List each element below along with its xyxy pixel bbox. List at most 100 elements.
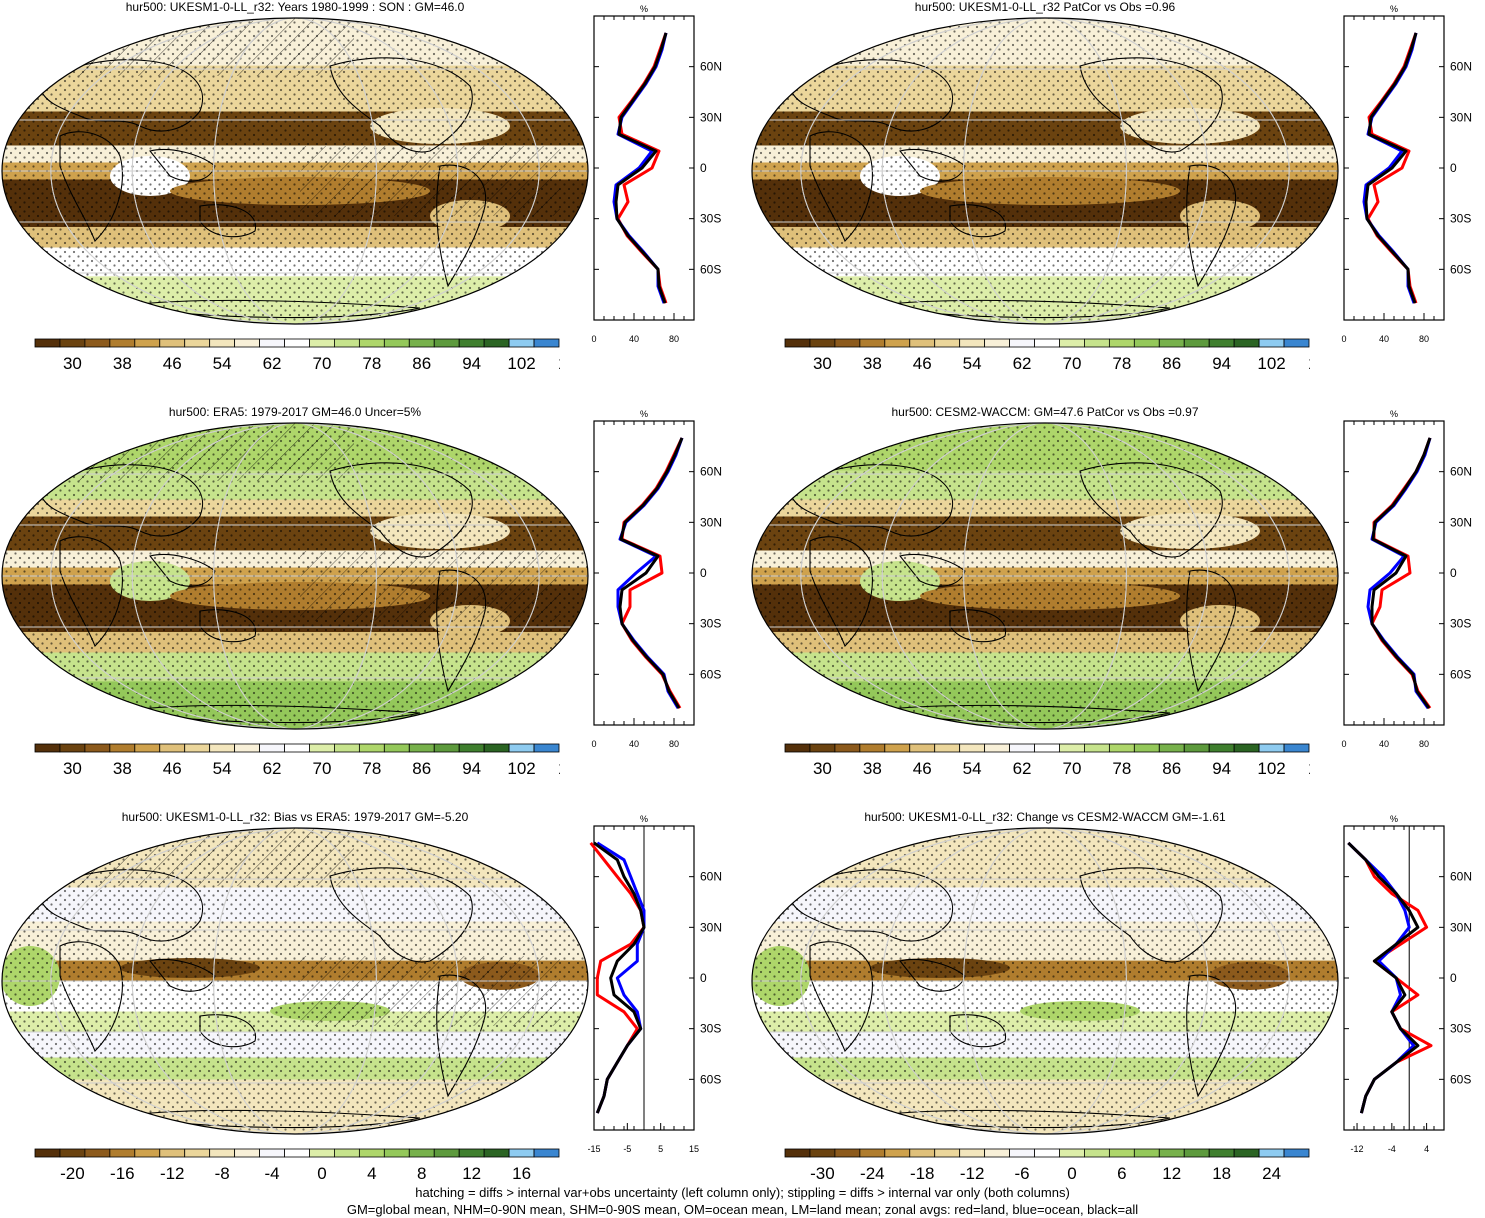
colorbar-label: 46 xyxy=(163,759,182,778)
panel-title: hur500: CESM2-WACCM: GM=47.6 PatCor vs O… xyxy=(891,405,1199,419)
zonal-mean-plot: % 60N 30N 0 30S 60S 0 40 80 xyxy=(1341,4,1472,344)
continent-outline xyxy=(1186,164,1237,288)
zonal-mean-plot: % 60N 30N 0 30S 60S 0 40 80 xyxy=(591,409,722,749)
zonal-unit-label: % xyxy=(640,409,648,419)
colorbar-swatch xyxy=(1034,1148,1060,1158)
colorbar-swatch xyxy=(334,338,360,348)
colorbar-swatch xyxy=(483,338,510,348)
colorbar-label: 110 xyxy=(558,759,560,778)
colorbar-swatch xyxy=(984,743,1010,753)
colorbar-label: 62 xyxy=(1013,354,1032,373)
y-tick-label: 30S xyxy=(1450,212,1471,226)
continent-outline xyxy=(869,299,1171,319)
colorbar-swatch xyxy=(383,338,410,348)
graticule xyxy=(2,423,588,729)
colorbar-swatch xyxy=(1059,338,1085,348)
zonal-mean-plot: % 60N 30N 0 30S 60S 0 40 80 xyxy=(1341,409,1472,749)
hatching xyxy=(2,423,354,481)
colorbar-swatch xyxy=(1283,338,1310,348)
graticule xyxy=(752,18,1338,324)
colorbar-swatch xyxy=(1034,338,1060,348)
continent-outline xyxy=(329,57,473,153)
zonal-mean-plot: % 60N 30N 0 30S 60S -12 -4 4 xyxy=(1343,814,1472,1154)
continent-outline xyxy=(199,1014,257,1048)
colorbar-swatch xyxy=(109,743,136,753)
continent-outline xyxy=(809,941,873,1052)
colorbar-swatch xyxy=(309,1148,335,1158)
colorbar-swatch xyxy=(334,1148,360,1158)
x-tick-label: 40 xyxy=(629,334,639,344)
colorbar-swatch xyxy=(259,1148,285,1158)
colorbar-swatch xyxy=(859,338,886,348)
zonal-unit-label: % xyxy=(640,4,648,14)
colorbar-swatch xyxy=(784,743,811,753)
panel-6: hur500: UKESM1-0-LL_r32: Change vs CESM2… xyxy=(750,810,1485,1215)
x-tick-label: 15 xyxy=(689,1144,699,1154)
y-tick-label: 60S xyxy=(700,262,721,276)
continent-outline xyxy=(1079,462,1223,558)
colorbar-swatch xyxy=(483,1148,510,1158)
colorbar-swatch xyxy=(1158,743,1185,753)
colorbar-swatch xyxy=(159,338,186,348)
colorbar-swatch xyxy=(59,1148,86,1158)
x-tick-label: 0 xyxy=(1341,334,1346,344)
colorbar-label: 46 xyxy=(913,354,932,373)
continent-outline xyxy=(59,536,123,647)
colorbar-label: -24 xyxy=(860,1164,885,1183)
footer-note-hatching: hatching = diffs > internal var+obs unce… xyxy=(415,1185,1070,1200)
colorbar-label: 78 xyxy=(1112,354,1131,373)
x-tick-label: 4 xyxy=(1424,1144,1429,1154)
colorbar-label: -8 xyxy=(215,1164,230,1183)
robinson-map xyxy=(751,422,1339,730)
map-border xyxy=(1,422,589,730)
continent-outline xyxy=(1186,569,1237,693)
x-tick-label: 80 xyxy=(669,334,679,344)
colorbar-label: 110 xyxy=(558,354,560,373)
colorbar-swatch xyxy=(934,743,961,753)
colorbar-swatch xyxy=(184,743,211,753)
colorbar-swatch xyxy=(209,743,236,753)
y-tick-label: 0 xyxy=(700,971,707,985)
hatching xyxy=(300,146,560,216)
series-all-line xyxy=(1370,437,1432,709)
colorbar-swatch xyxy=(1208,1148,1235,1158)
colorbar-swatch xyxy=(533,1148,560,1158)
continent-outline xyxy=(39,869,204,942)
y-tick-label: 30N xyxy=(1450,515,1472,529)
panel-title: hur500: UKESM1-0-LL_r32 PatCor vs Obs =0… xyxy=(914,0,1176,14)
colorbar-swatch xyxy=(784,1148,811,1158)
colorbar-swatch xyxy=(433,1148,460,1158)
colorbar-swatch xyxy=(859,1148,886,1158)
colorbar-swatch xyxy=(1034,743,1060,753)
colorbar-swatch xyxy=(1233,338,1260,348)
colorbar-label: 30 xyxy=(63,759,82,778)
colorbar-swatch xyxy=(959,1148,986,1158)
continent-outline xyxy=(1079,867,1223,963)
colorbar-label: 86 xyxy=(1162,759,1181,778)
colorbar-swatch xyxy=(408,338,435,348)
hatching xyxy=(300,956,560,1026)
colorbar-swatch xyxy=(1183,1148,1210,1158)
x-tick-label: 0 xyxy=(1341,739,1346,749)
colorbar-swatch xyxy=(1059,1148,1085,1158)
colorbar-swatch xyxy=(284,338,310,348)
colorbar-label: -18 xyxy=(910,1164,935,1183)
y-tick-label: 30S xyxy=(1450,1022,1471,1036)
zonal-frame xyxy=(593,15,695,321)
colorbar-label: -12 xyxy=(960,1164,985,1183)
continent-outline xyxy=(59,941,123,1052)
colorbar-label: 54 xyxy=(213,759,232,778)
robinson-map xyxy=(1,827,589,1135)
colorbar-swatch xyxy=(109,1148,136,1158)
series-all-line xyxy=(1347,841,1420,1114)
colorbar-swatch xyxy=(984,338,1010,348)
colorbar-swatch xyxy=(134,1148,161,1158)
colorbar-swatch xyxy=(184,338,211,348)
panel-3: hur500: ERA5: 1979-2017 GM=46.0 Uncer=5%… xyxy=(0,405,742,810)
colorbar-label: 38 xyxy=(113,354,132,373)
colorbar: 30 38 46 54 62 70 78 86 94 102 110 xyxy=(34,338,560,373)
colorbar-swatch xyxy=(483,743,510,753)
colorbar-label: 110 xyxy=(1308,759,1310,778)
colorbar-swatch xyxy=(209,338,236,348)
colorbar-swatch xyxy=(34,1148,61,1158)
